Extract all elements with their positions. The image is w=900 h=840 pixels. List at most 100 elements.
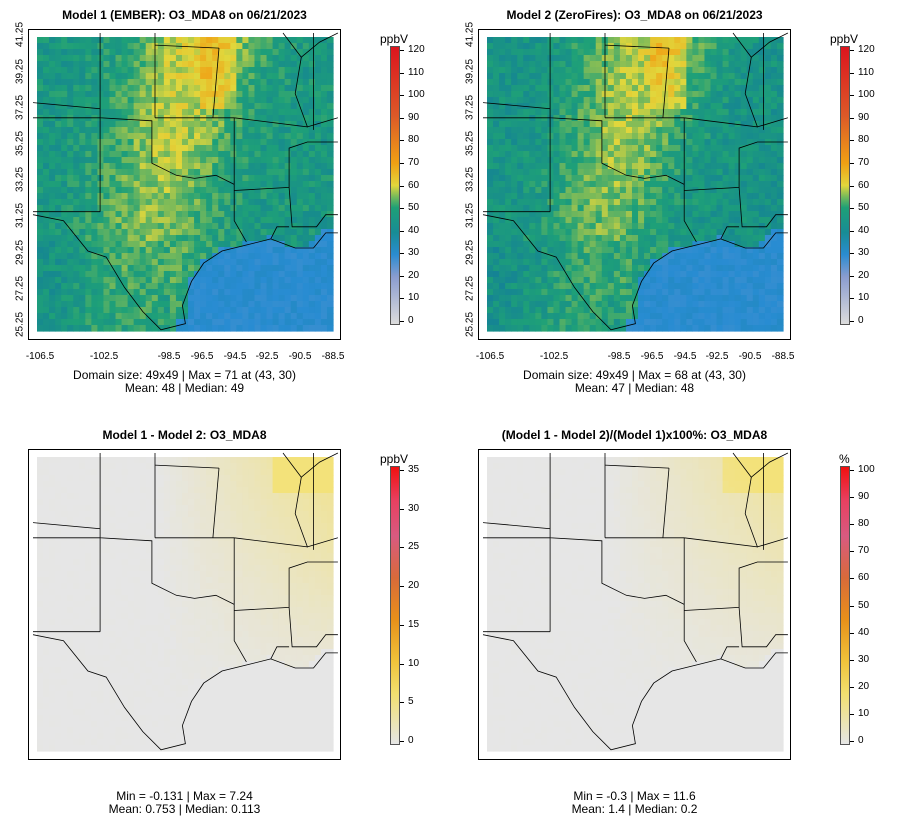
grid-cell — [656, 127, 663, 134]
grid-cell — [260, 295, 268, 302]
grid-cell — [302, 145, 310, 152]
grid-cell — [290, 49, 298, 56]
grid-cell — [181, 139, 189, 146]
grid-cell — [188, 187, 195, 194]
grid-cell — [758, 61, 766, 68]
grid-cell — [103, 313, 111, 320]
grid-cell — [511, 241, 518, 248]
grid-cell — [607, 103, 615, 110]
grid-cell — [145, 205, 153, 212]
grid-cell — [541, 163, 549, 170]
grid-cell — [55, 91, 62, 98]
grid-cell — [716, 127, 724, 134]
grid-cell — [535, 307, 542, 314]
grid-cell — [278, 55, 286, 62]
grid-cell — [583, 223, 591, 230]
grid-cell — [278, 175, 286, 182]
grid-cell — [103, 109, 111, 116]
grid-cell — [109, 289, 117, 296]
grid-cell — [565, 241, 573, 248]
grid-cell — [302, 85, 310, 92]
grid-cell — [776, 271, 784, 278]
grid-cell — [320, 457, 328, 464]
grid-cell — [559, 109, 567, 116]
grid-cell — [272, 205, 280, 212]
grid-cell — [589, 199, 597, 206]
grid-cell — [139, 301, 147, 308]
grid-cell — [746, 127, 754, 134]
grid-cell — [290, 457, 298, 464]
grid-cell — [662, 205, 669, 212]
grid-cell — [487, 91, 494, 98]
grid-cell — [638, 121, 645, 128]
grid-cell — [73, 37, 80, 44]
grid-cell — [680, 307, 687, 314]
grid-cell — [656, 85, 663, 92]
grid-cell — [296, 247, 304, 254]
grid-cell — [686, 175, 693, 182]
grid-cell — [139, 295, 147, 302]
grid-cell — [728, 37, 736, 44]
grid-cell — [662, 157, 669, 164]
grid-cell — [169, 271, 177, 278]
grid-cell — [553, 97, 561, 104]
grid-cell — [541, 121, 549, 128]
grid-cell — [625, 97, 633, 104]
grid-cell — [314, 43, 322, 50]
grid-cell — [127, 289, 135, 296]
grid-cell — [553, 235, 561, 242]
grid-cell — [565, 61, 573, 68]
grid-cell — [674, 205, 681, 212]
grid-cell — [266, 73, 274, 80]
grid-cell — [493, 67, 500, 74]
grid-cell — [625, 193, 633, 200]
grid-cell — [758, 37, 766, 44]
grid-cell — [547, 253, 555, 260]
grid-cell — [43, 217, 50, 224]
grid-cell — [145, 73, 153, 80]
grid-cell — [656, 289, 663, 296]
grid-cell — [43, 283, 50, 290]
grid-cell — [505, 49, 512, 56]
grid-cell — [212, 175, 219, 182]
grid-cell — [589, 85, 597, 92]
grid-cell — [764, 43, 772, 50]
grid-cell — [188, 85, 195, 92]
grid-cell — [752, 235, 760, 242]
grid-cell — [260, 145, 268, 152]
grid-cell — [559, 163, 567, 170]
grid-cell — [145, 127, 153, 134]
grid-cell — [601, 187, 609, 194]
grid-cell — [734, 85, 742, 92]
grid-cell — [698, 145, 706, 152]
grid-cell — [770, 301, 778, 308]
grid-cell — [547, 61, 555, 68]
grid-cell — [278, 325, 286, 332]
grid-cell — [571, 283, 579, 290]
grid-cell — [175, 301, 183, 308]
grid-cell — [61, 85, 68, 92]
grid-cell — [613, 109, 621, 116]
grid-cell — [320, 151, 328, 158]
grid-cell — [734, 169, 742, 176]
grid-cell — [529, 121, 536, 128]
grid-cell — [734, 79, 742, 86]
grid-cell — [236, 217, 243, 224]
grid-cell — [320, 37, 328, 44]
grid-cell — [631, 217, 639, 224]
grid-cell — [559, 169, 567, 176]
grid-cell — [139, 241, 147, 248]
grid-cell — [290, 43, 298, 50]
grid-cell — [55, 139, 62, 146]
grid-cell — [43, 61, 50, 68]
grid-cell — [529, 109, 536, 116]
grid-cell — [133, 67, 141, 74]
grid-cell — [668, 109, 675, 116]
grid-cell — [49, 301, 56, 308]
grid-cell — [638, 211, 645, 218]
grid-cell — [746, 253, 754, 260]
grid-cell — [326, 229, 334, 236]
grid-cell — [326, 91, 334, 98]
grid-cell — [320, 199, 328, 206]
grid-cell — [79, 247, 86, 254]
